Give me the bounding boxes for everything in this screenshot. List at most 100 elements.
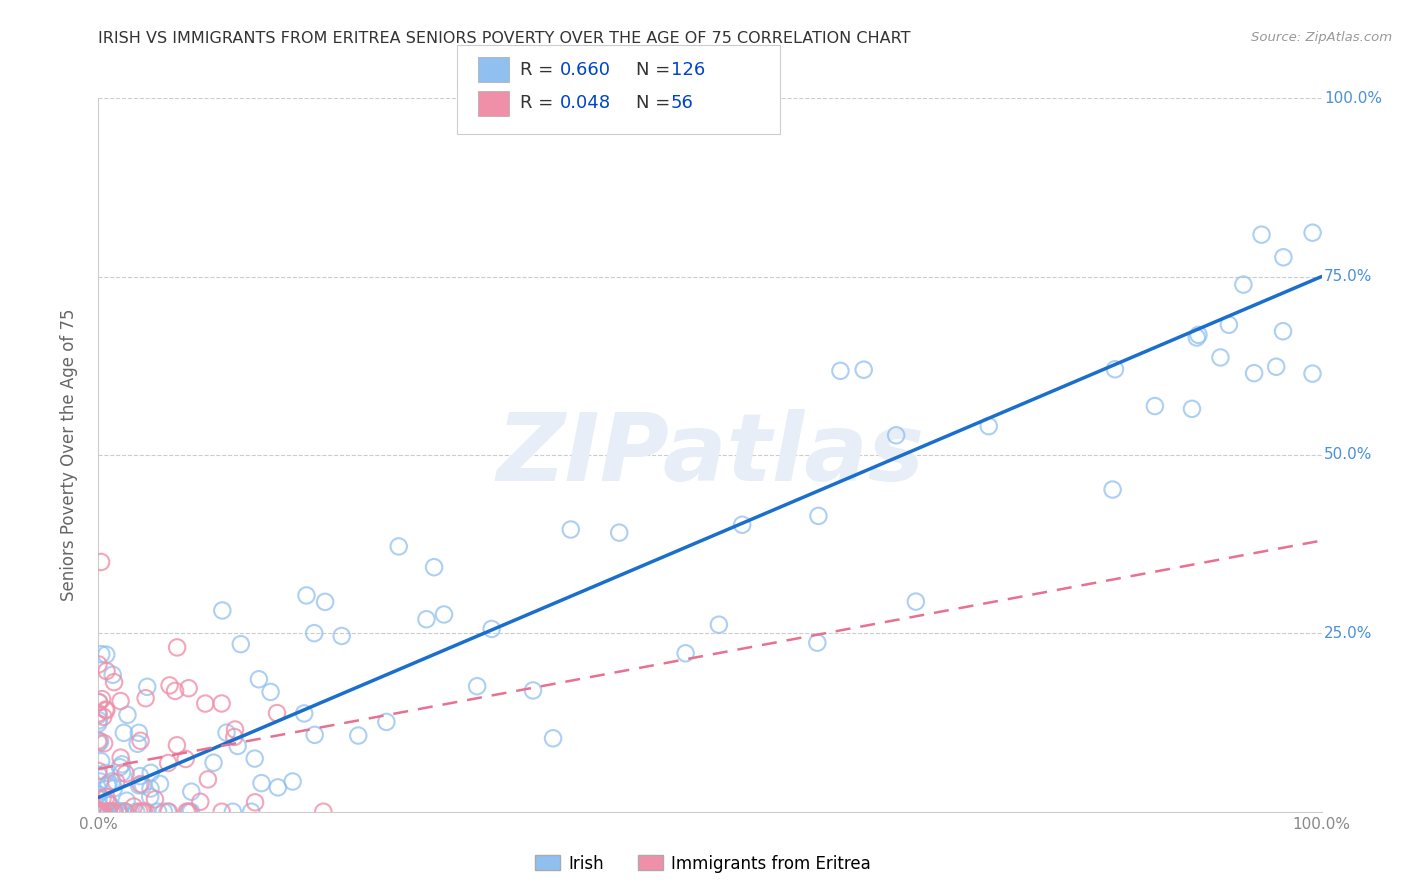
Point [89,774,111,789]
Point [111,765,134,780]
Text: 25.0%: 25.0% [1324,626,1372,640]
Point [90,805,112,819]
Point [90,754,112,768]
Point [100,805,122,819]
Point [465,679,488,693]
Point [1243,366,1265,380]
Point [292,706,315,721]
Point [1232,277,1254,292]
Point [89,734,111,748]
Point [522,683,544,698]
Text: 126: 126 [671,61,704,78]
Point [87,708,110,723]
Point [211,603,233,617]
Point [179,805,201,819]
Point [266,706,288,720]
Point [259,685,281,699]
Point [94,766,117,780]
Point [87,787,110,801]
Point [1218,318,1240,332]
Point [107,805,129,819]
Point [224,723,246,737]
Text: 0.048: 0.048 [560,95,610,112]
Point [98,797,121,811]
Point [129,769,152,783]
Point [202,756,225,770]
Point [103,805,125,819]
Text: 75.0%: 75.0% [1324,269,1372,284]
Point [165,684,187,698]
Point [115,794,138,808]
Point [156,805,179,819]
Point [281,774,304,789]
Point [96,703,118,717]
Point [852,362,875,376]
Point [157,805,180,819]
Point [94,805,117,819]
Point [1143,399,1166,413]
Point [541,731,564,746]
Point [125,805,148,819]
Point [240,805,263,819]
Y-axis label: Seniors Poverty Over the Age of 75: Seniors Poverty Over the Age of 75 [59,309,77,601]
Point [314,595,336,609]
Point [91,805,114,819]
Point [177,681,200,696]
Point [132,778,155,792]
Point [139,781,162,796]
Point [143,792,166,806]
Point [90,555,112,569]
Point [1272,250,1295,264]
Text: ZIPatlas: ZIPatlas [496,409,924,501]
Point [1104,362,1126,376]
Point [243,751,266,765]
Point [127,737,149,751]
Point [93,710,115,724]
Point [89,805,111,819]
Point [89,695,111,709]
Point [707,617,730,632]
Point [250,776,273,790]
Text: N =: N = [636,61,675,78]
Point [134,805,156,819]
Point [97,777,120,791]
Point [159,678,181,692]
Point [176,805,198,819]
Point [1101,483,1123,497]
Point [89,805,111,819]
Legend: Irish, Immigrants from Eritrea: Irish, Immigrants from Eritrea [529,848,877,880]
Point [1250,227,1272,242]
Point [93,805,115,819]
Point [128,726,150,740]
Point [806,636,828,650]
Point [114,766,136,780]
Point [174,752,197,766]
Point [87,805,110,819]
Point [96,664,118,678]
Point [423,560,446,574]
Point [135,805,157,819]
Point [146,805,169,819]
Point [131,805,153,819]
Point [247,673,270,687]
Point [112,726,135,740]
Point [433,607,456,622]
Point [904,594,927,608]
Point [157,756,180,770]
Point [330,629,353,643]
Text: R =: R = [520,61,560,78]
Point [229,637,252,651]
Text: IRISH VS IMMIGRANTS FROM ERITREA SENIORS POVERTY OVER THE AGE OF 75 CORRELATION : IRISH VS IMMIGRANTS FROM ERITREA SENIORS… [98,31,911,46]
Point [188,795,211,809]
Point [87,805,110,819]
Point [211,697,233,711]
Text: 0.660: 0.660 [560,61,610,78]
Point [107,805,129,819]
Point [105,774,128,789]
Point [128,778,150,792]
Point [139,789,162,804]
Point [91,792,114,806]
Point [103,675,125,690]
Point [94,703,117,717]
Point [166,739,188,753]
